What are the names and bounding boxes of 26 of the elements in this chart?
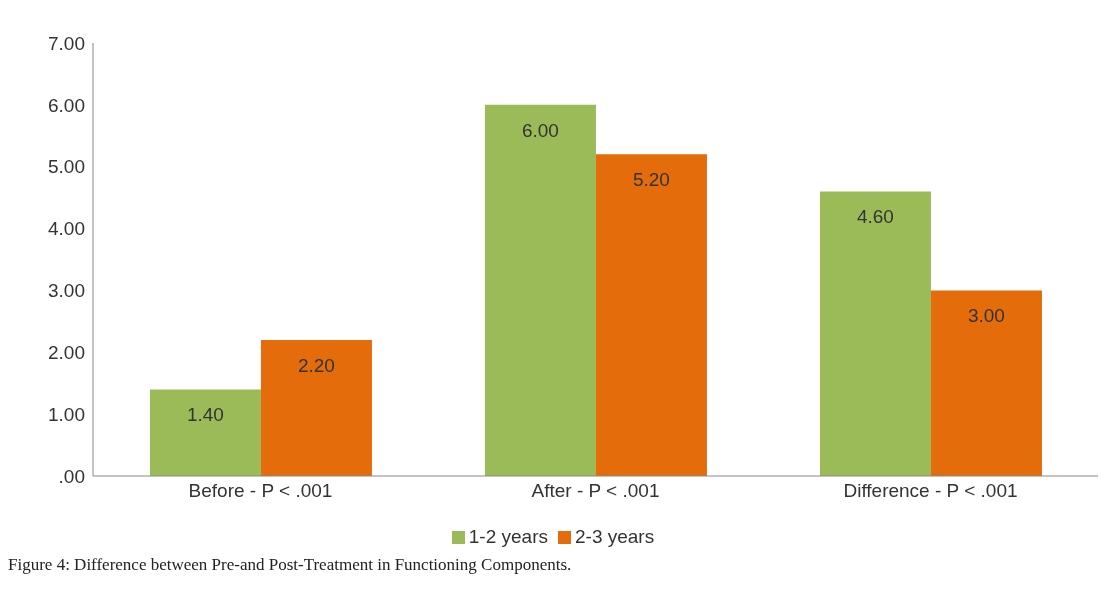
y-tick-label: 7.00 (48, 32, 85, 54)
y-tick-label: 5.00 (48, 156, 85, 178)
y-tick-label: 1.00 (48, 403, 85, 425)
data-label: 6.00 (521, 119, 559, 141)
data-label: 4.60 (856, 206, 894, 228)
y-tick-label: 6.00 (48, 94, 85, 116)
x-tick-label: Before - P < .001 (188, 480, 333, 502)
bar (819, 191, 931, 476)
caption: Figure 4: Difference between Pre-and Post-Treatment in Functioning Components. (8, 555, 573, 575)
bar (930, 290, 1042, 476)
bar (260, 339, 372, 476)
bar (484, 104, 596, 476)
bar (595, 154, 707, 476)
data-label: 1.40 (186, 404, 224, 426)
legend-label: 2-3 years (575, 526, 655, 547)
data-label: 2.20 (297, 354, 335, 376)
y-tick-label: 2.00 (48, 342, 85, 364)
y-tick-label: .00 (58, 465, 85, 487)
x-tick-label: Difference - P < .001 (843, 480, 1018, 502)
data-label: 5.20 (632, 169, 670, 191)
y-tick-label: 4.00 (48, 218, 85, 240)
y-tick-label: 3.00 (48, 280, 85, 302)
legend-label: 1-2 years (468, 526, 548, 547)
bar (149, 389, 261, 476)
x-tick-label: After - P < .001 (531, 480, 660, 502)
data-label: 3.00 (967, 305, 1005, 327)
